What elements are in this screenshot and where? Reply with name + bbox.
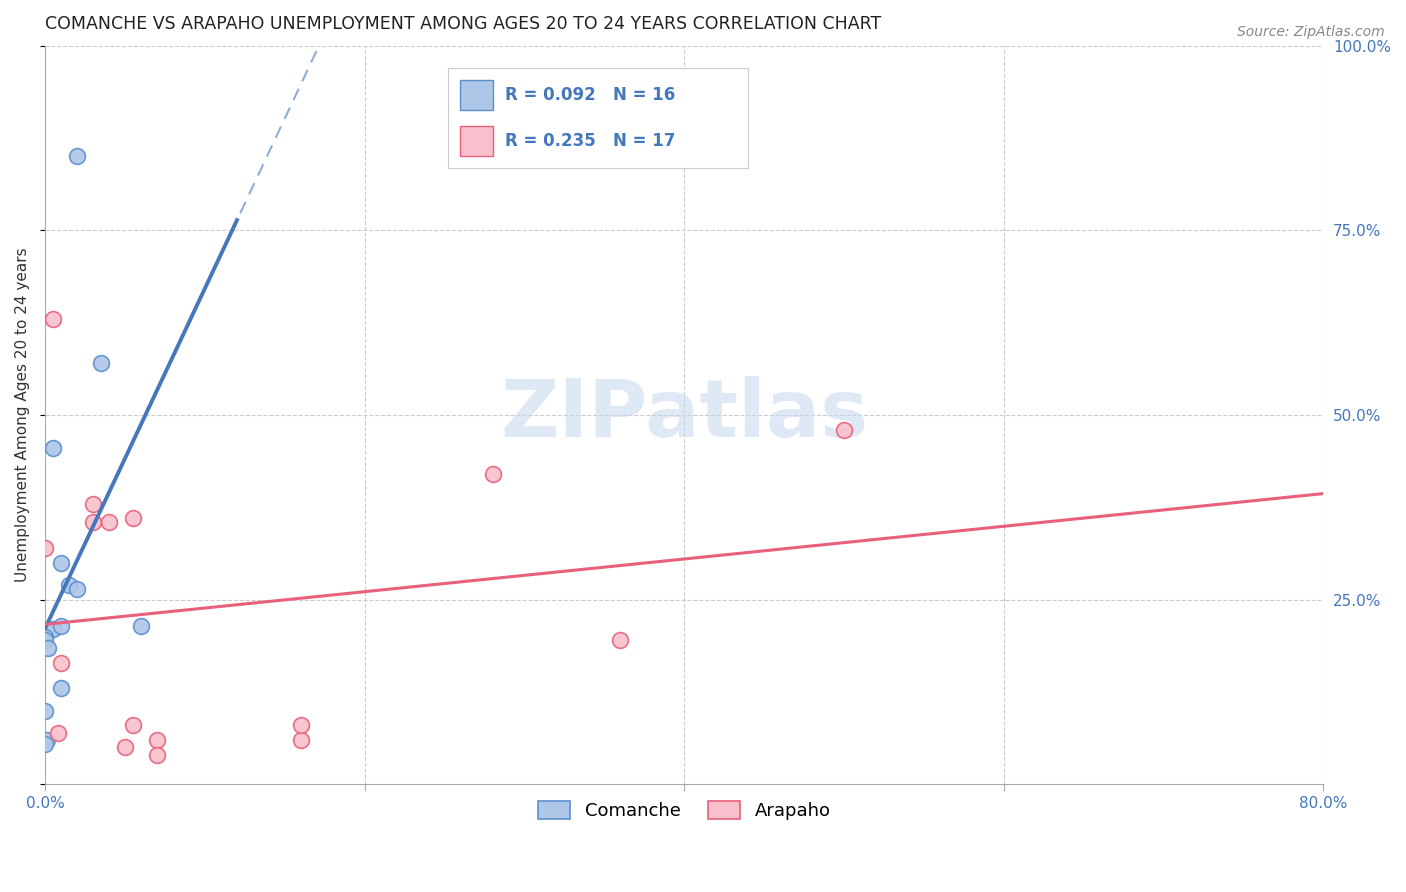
Text: Source: ZipAtlas.com: Source: ZipAtlas.com bbox=[1237, 25, 1385, 39]
Point bbox=[58, 578, 80, 592]
Point bbox=[82, 515, 104, 529]
Point bbox=[35, 733, 58, 747]
Point bbox=[90, 356, 112, 370]
Point bbox=[481, 467, 503, 482]
Point bbox=[51, 656, 73, 670]
Point bbox=[51, 556, 73, 570]
Point bbox=[98, 515, 121, 529]
Point bbox=[122, 718, 145, 732]
Point bbox=[82, 497, 104, 511]
Point bbox=[34, 541, 56, 555]
Point bbox=[114, 740, 136, 755]
Point bbox=[66, 149, 89, 163]
Text: ZIPatlas: ZIPatlas bbox=[501, 376, 869, 454]
Point bbox=[290, 733, 312, 747]
Point bbox=[37, 640, 59, 655]
Point bbox=[832, 423, 855, 437]
Point bbox=[51, 618, 73, 632]
Point bbox=[42, 622, 65, 636]
Point bbox=[34, 633, 56, 648]
Point bbox=[290, 718, 312, 732]
Point bbox=[46, 725, 69, 739]
Text: COMANCHE VS ARAPAHO UNEMPLOYMENT AMONG AGES 20 TO 24 YEARS CORRELATION CHART: COMANCHE VS ARAPAHO UNEMPLOYMENT AMONG A… bbox=[45, 15, 882, 33]
Point bbox=[122, 511, 145, 525]
Point bbox=[42, 312, 65, 326]
Point bbox=[51, 681, 73, 696]
Legend: Comanche, Arapaho: Comanche, Arapaho bbox=[530, 793, 838, 827]
Point bbox=[42, 442, 65, 456]
Y-axis label: Unemployment Among Ages 20 to 24 years: Unemployment Among Ages 20 to 24 years bbox=[15, 248, 30, 582]
Point bbox=[129, 618, 152, 632]
Point bbox=[66, 582, 89, 596]
Point bbox=[34, 704, 56, 718]
Point bbox=[609, 633, 631, 648]
Point bbox=[146, 733, 169, 747]
Point bbox=[34, 737, 56, 751]
Point bbox=[34, 630, 56, 644]
Point bbox=[146, 747, 169, 762]
